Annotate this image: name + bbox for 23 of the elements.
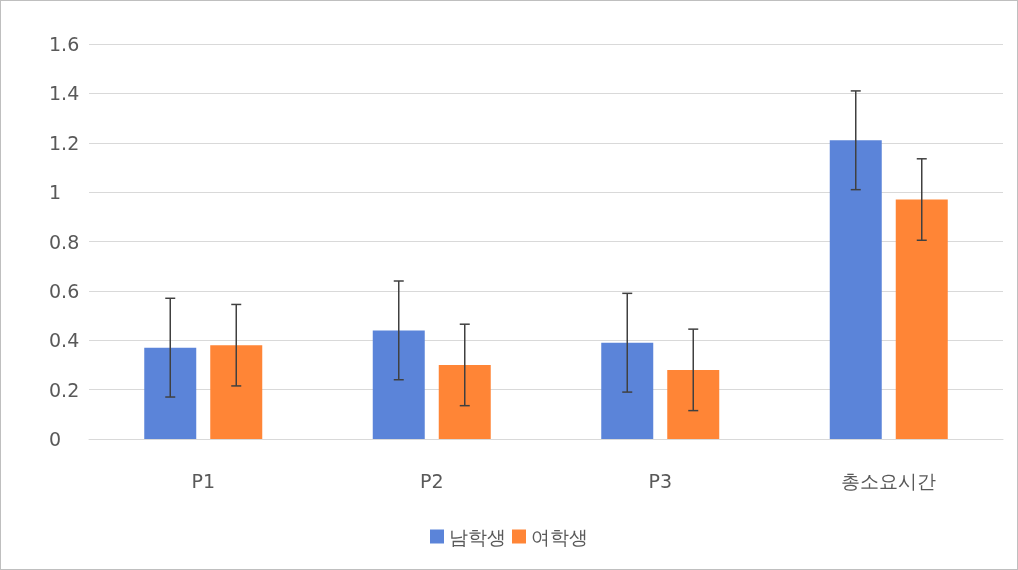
bar (601, 342, 654, 439)
y-tick-label: 1.2 (49, 131, 80, 154)
y-tick-label: 0.6 (49, 279, 80, 302)
x-tick-label: P1 (191, 469, 216, 492)
y-tick-label: 1.4 (49, 82, 80, 105)
bar (829, 140, 882, 439)
y-tick-label: 0.2 (49, 378, 80, 401)
bar (895, 199, 948, 439)
bar (144, 347, 197, 439)
bar (210, 345, 263, 439)
bar (667, 369, 720, 439)
y-tick-label: 0.4 (49, 329, 80, 352)
bar (372, 330, 425, 439)
y-tick-label: 1 (49, 181, 62, 204)
bar (438, 364, 491, 439)
x-tick-label: P2 (419, 469, 444, 492)
x-tick-label: P3 (648, 469, 673, 492)
y-tick-label: 0.8 (49, 230, 80, 253)
x-tick-label: 총소요시간 (841, 469, 937, 492)
legend-label: 여학생 (531, 525, 588, 548)
legend-label: 남학생 (449, 525, 506, 548)
y-tick-label: 0 (49, 428, 62, 450)
y-tick-label: 1.6 (49, 33, 80, 55)
